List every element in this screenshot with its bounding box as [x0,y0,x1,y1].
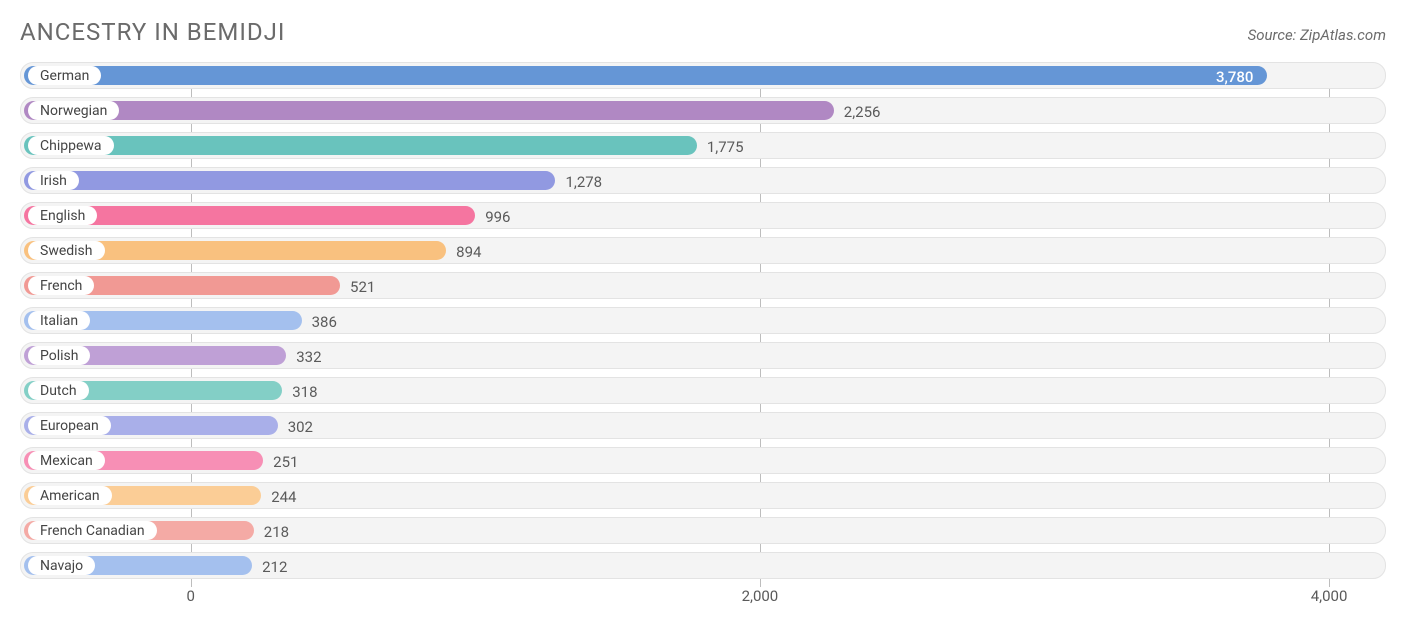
value-label: 2,256 [834,98,881,125]
category-pill: English [28,206,97,225]
bar-row: German3,780 [20,62,1386,89]
bar-row: French Canadian 218 [20,517,1386,544]
category-pill: American [28,486,112,505]
category-pill: French [28,276,94,295]
category-pill: Chippewa [28,136,114,155]
value-label: 244 [261,483,296,510]
value-label: 302 [278,413,313,440]
value-label: 332 [286,343,321,370]
category-pill: Norwegian [28,101,119,120]
bar-row: Italian 386 [20,307,1386,334]
x-tick-label: 4,000 [1311,587,1348,605]
bar [24,171,555,190]
x-tick-label: 0 [187,587,195,605]
bar [24,101,834,120]
value-label: 386 [302,308,337,335]
value-label: 521 [340,273,375,300]
category-pill: Dutch [28,381,89,400]
category-pill: Mexican [28,451,105,470]
x-axis: 0 2,000 4,000 [20,587,1386,617]
bar-row: Mexican 251 [20,447,1386,474]
bar-row: Swedish 894 [20,237,1386,264]
category-pill: Polish [28,346,90,365]
value-label: 218 [254,518,289,545]
value-label: 1,278 [555,168,602,195]
bar-row: Chippewa 1,775 [20,132,1386,159]
bar [24,136,697,155]
bar-row: Dutch 318 [20,377,1386,404]
value-label: 894 [446,238,481,265]
bar-row: Navajo 212 [20,552,1386,579]
bar-row: French 521 [20,272,1386,299]
chart-source: Source: ZipAtlas.com [1248,26,1386,44]
value-label: 251 [263,448,298,475]
bar-row: Polish 332 [20,342,1386,369]
bar-row: American 244 [20,482,1386,509]
category-pill: Italian [28,311,90,330]
category-pill: Navajo [28,556,95,575]
bar-row: English 996 [20,202,1386,229]
category-pill: Irish [28,171,79,190]
chart-header: ANCESTRY IN BEMIDJI Source: ZipAtlas.com [0,0,1406,54]
category-pill: European [28,416,111,435]
chart-plot-area: German3,780 Norwegian 2,256 Chippewa 1,775 Ir… [20,62,1386,579]
bar-row: European 302 [20,412,1386,439]
bar-row: Irish 1,278 [20,167,1386,194]
value-label: 1,775 [697,133,744,160]
value-label: 3,780 [24,63,1267,90]
x-tick-label: 2,000 [742,587,779,605]
bar-row: Norwegian 2,256 [20,97,1386,124]
value-label: 318 [282,378,317,405]
chart-title: ANCESTRY IN BEMIDJI [20,18,285,46]
category-pill: French Canadian [28,521,157,540]
category-pill: Swedish [28,241,105,260]
value-label: 212 [252,553,287,580]
value-label: 996 [475,203,510,230]
